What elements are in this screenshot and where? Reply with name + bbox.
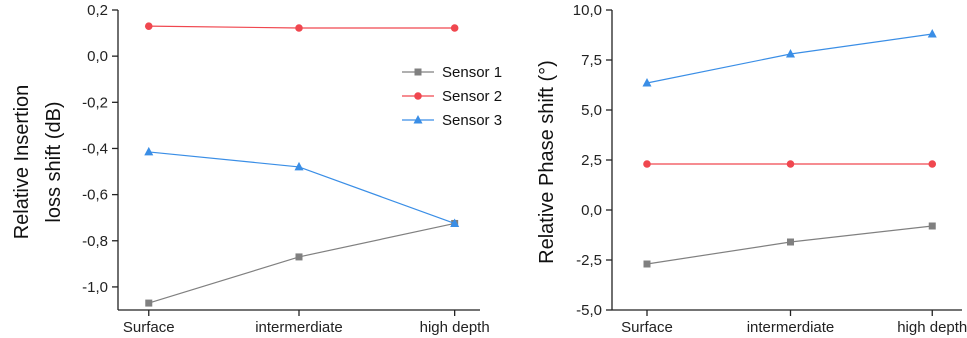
chart-1-series-2-point (144, 22, 153, 30)
legend-entry-label: Sensor 2 (442, 88, 502, 105)
chart-2-series-1-point (643, 260, 651, 268)
legend-swatch-marker (413, 115, 423, 124)
chart-1-series-2-point (450, 24, 459, 32)
chart-2-series-3-point (786, 49, 795, 58)
chart-2-ylabel: Relative Phase shift (°) (536, 60, 558, 264)
chart-1-legend: Sensor 1 Sensor 2 Sensor 3 (402, 64, 502, 129)
chart-2-series-3-line (646, 33, 933, 84)
chart-2-series-2-point (643, 160, 651, 168)
chart-1-ytick-label: 0,0 (87, 48, 108, 65)
chart-2: 10,0 7,5 5,0 2,5 0,0 -2,5 -5,0 Surface intermerd… (536, 2, 967, 336)
chart-1-ytick-label: -0,4 (82, 140, 108, 157)
chart-2-series-3-point (927, 29, 937, 38)
chart-1-xtick-label: high depth (420, 319, 490, 336)
legend-swatch-marker (414, 92, 422, 100)
chart-1-ytick-label: -0,2 (82, 94, 108, 111)
chart-2-xtick-label: Surface (621, 319, 673, 336)
chart-1-ytick-label: -0,6 (82, 187, 108, 204)
chart-2-series-2-point (928, 160, 937, 168)
chart-2-xtick-label: high depth (897, 319, 967, 336)
chart-2-ytick-label: -2,5 (576, 252, 602, 269)
chart-1-ytick-label: -0,8 (82, 233, 108, 250)
chart-1-ylabel: Relative Insertion (11, 85, 33, 240)
chart-1-ytick-label: 0,2 (87, 2, 108, 19)
legend-entry-label: Sensor 3 (442, 112, 502, 129)
chart-2-series-2-point (786, 160, 795, 168)
chart-2-xtick-label: intermerdiate (747, 319, 835, 336)
chart-1-xtick-label: intermerdiate (255, 319, 343, 336)
chart-2-series-3-point (642, 78, 652, 87)
chart-2-ytick-label: 0,0 (581, 202, 602, 219)
chart-2-ytick-label: 7,5 (581, 52, 602, 69)
chart-2-series-1-point (787, 238, 794, 246)
chart-1-xtick-label: Surface (123, 319, 175, 336)
chart-1-ytick-label: -1,0 (82, 279, 108, 296)
chart-1: 0,2 0,0 -0,2 -0,4 -0,6 -0,8 -1,0 Surface interme… (11, 2, 502, 336)
chart-1-series-3-point (144, 146, 154, 156)
chart-1-series-1-point (295, 253, 303, 261)
chart-1-series-1-line (148, 222, 455, 304)
chart-1-series-2-point (295, 24, 303, 32)
chart-1-series-3-point (450, 218, 460, 227)
chart-2-ytick-label: 2,5 (581, 152, 602, 169)
legend-swatch-marker (414, 68, 422, 76)
chart-2-ytick-label: 5,0 (581, 102, 602, 119)
chart-1-ylabel: loss shift (dB) (43, 101, 65, 222)
chart-2-ytick-label: 10,0 (573, 2, 602, 19)
chart-1-series-1-point (145, 299, 153, 307)
legend-entry-label: Sensor 1 (442, 64, 502, 81)
chart-1-series-3-line (148, 151, 455, 225)
chart-1-series-3-point (294, 161, 304, 171)
chart-2-series-1-point (928, 222, 936, 230)
chart-2-ytick-label: -5,0 (576, 302, 602, 319)
